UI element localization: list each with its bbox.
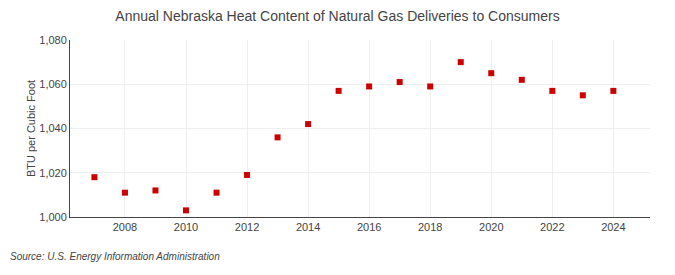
svg-text:Source: U.S. Energy Informatio: Source: U.S. Energy Information Administ…	[10, 251, 220, 262]
svg-text:2018: 2018	[418, 221, 442, 233]
svg-text:2008: 2008	[113, 221, 137, 233]
svg-text:2016: 2016	[357, 221, 381, 233]
svg-text:1,080: 1,080	[39, 34, 67, 46]
svg-text:1,040: 1,040	[39, 122, 67, 134]
svg-text:1,020: 1,020	[39, 167, 67, 179]
svg-text:1,000: 1,000	[39, 211, 67, 223]
svg-text:2010: 2010	[174, 221, 198, 233]
svg-text:2024: 2024	[601, 221, 625, 233]
svg-text:BTU per Cubic Foot: BTU per Cubic Foot	[25, 80, 37, 177]
svg-text:2014: 2014	[296, 221, 320, 233]
svg-text:2020: 2020	[479, 221, 503, 233]
svg-text:Annual Nebraska Heat Content o: Annual Nebraska Heat Content of Natural …	[115, 8, 559, 24]
svg-text:1,060: 1,060	[39, 78, 67, 90]
svg-text:2022: 2022	[540, 221, 564, 233]
svg-text:2012: 2012	[235, 221, 259, 233]
